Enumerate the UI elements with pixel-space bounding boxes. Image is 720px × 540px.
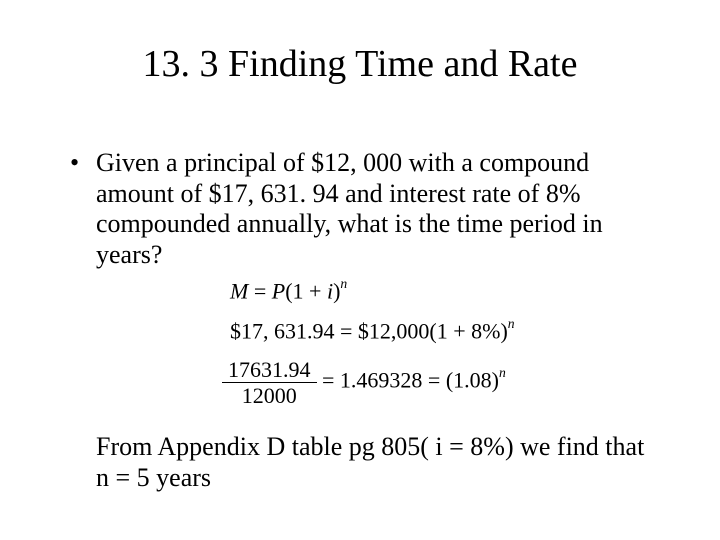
bullet-item: • Given a principal of $12, 000 with a c…: [70, 148, 660, 271]
equation-3: 17631.94 12000 = 1.469328 = (1.08)n: [222, 358, 506, 407]
eq3-den: 12000: [222, 383, 317, 407]
eq1-open: (1 +: [285, 278, 327, 303]
slide-title: 13. 3 Finding Time and Rate: [0, 42, 720, 86]
equation-2: $17, 631.94 = $12,000(1 + 8%)n: [230, 318, 515, 344]
eq1-P: P: [272, 278, 285, 303]
eq1-M: M: [230, 278, 248, 303]
eq3-n: n: [499, 365, 506, 380]
slide-body: • Given a principal of $12, 000 with a c…: [70, 148, 660, 271]
eq1-n: n: [340, 276, 347, 291]
eq2-n: n: [508, 316, 515, 331]
equation-1: M = P(1 + i)n: [230, 278, 347, 304]
eq1-eq: =: [248, 278, 271, 303]
conclusion-text: From Appendix D table pg 805( i = 8%) we…: [96, 432, 656, 493]
slide: 13. 3 Finding Time and Rate • Given a pr…: [0, 0, 720, 540]
eq3-mid: = 1.469328 = (1.08): [317, 368, 499, 393]
bullet-marker: •: [70, 148, 96, 271]
eq3-num: 17631.94: [222, 358, 317, 383]
eq2-lhs: $17, 631.94 = $12,000(1 + 8%): [230, 318, 508, 343]
eq3-fraction: 17631.94 12000: [222, 358, 317, 407]
problem-text: Given a principal of $12, 000 with a com…: [96, 148, 660, 271]
